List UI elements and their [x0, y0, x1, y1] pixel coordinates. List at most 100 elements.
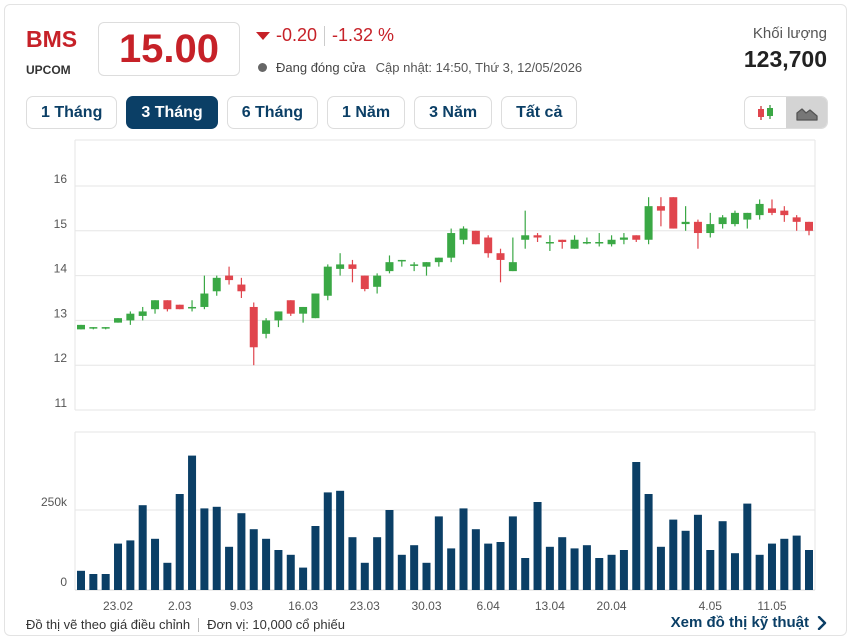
volume-bar — [274, 550, 283, 590]
candle-body — [299, 306, 308, 314]
candle-body — [348, 264, 357, 269]
updated-time: Cập nhật: 14:50, Thứ 3, 12/05/2026 — [375, 60, 583, 75]
down-triangle-icon — [256, 31, 270, 40]
candle-body — [286, 300, 295, 314]
volume-bar — [311, 526, 320, 590]
status-dot-icon — [258, 63, 267, 72]
candle-body — [225, 275, 234, 281]
volume-bar — [693, 514, 702, 590]
change-value: -0.20 — [276, 25, 318, 45]
candle-body — [459, 228, 468, 240]
volume-tick-label: 250k — [41, 495, 68, 509]
volume-bar — [805, 550, 813, 590]
divider — [198, 617, 200, 632]
tab-3-months[interactable]: 3 Tháng — [126, 96, 218, 129]
divider — [324, 25, 326, 46]
candle-body — [607, 239, 616, 245]
date-tick-label: 20.04 — [597, 599, 627, 613]
date-tick-label: 23.03 — [350, 599, 380, 613]
volume-bar — [545, 546, 554, 590]
technical-chart-link[interactable]: Xem đồ thị kỹ thuật — [671, 614, 827, 631]
volume-unit-note: Đơn vị: 10,000 cổ phiếu — [207, 617, 345, 632]
tab-all[interactable]: Tất cả — [501, 96, 578, 129]
price-tick-label: 13 — [54, 306, 68, 320]
price-tick-label: 15 — [54, 217, 68, 231]
volume-bar — [360, 562, 369, 590]
volume-bar — [163, 562, 172, 590]
candlestick-icon — [757, 104, 773, 120]
tab-3-years[interactable]: 3 Năm — [414, 96, 493, 129]
volume-bar — [730, 553, 739, 590]
volume-bar — [373, 537, 382, 590]
candle-body — [508, 262, 517, 272]
candle-body — [101, 327, 110, 329]
volume-bar — [101, 574, 110, 590]
widget-frame — [4, 4, 847, 636]
volume-value: 123,700 — [743, 46, 827, 72]
volume-bar — [570, 548, 579, 590]
candle-body — [533, 235, 542, 238]
volume-bar — [348, 537, 357, 590]
market-status: Đang đóng cửa Cập nhật: 14:50, Thứ 3, 12… — [258, 60, 582, 75]
candle-body — [706, 224, 715, 234]
volume-bar — [410, 545, 419, 590]
candle-body — [681, 221, 690, 225]
candle-body — [422, 262, 431, 267]
date-tick-label: 30.03 — [411, 599, 441, 613]
volume-bar — [656, 546, 665, 590]
candle-body — [718, 217, 727, 225]
candle-body — [114, 318, 123, 323]
candle-body — [323, 266, 332, 296]
candle-body — [360, 275, 369, 290]
date-tick-label: 4.05 — [699, 599, 723, 613]
price-change: -0.20 -1.32 % — [256, 25, 394, 46]
date-tick-label: 13.04 — [535, 599, 565, 613]
candle-body — [336, 264, 345, 269]
area-chart-button[interactable] — [786, 97, 827, 128]
adjusted-price-note: Đồ thị vẽ theo giá điều chỉnh — [26, 617, 191, 632]
volume-bar — [434, 516, 443, 590]
volume-bar — [632, 462, 641, 590]
volume-bar — [447, 548, 456, 590]
candle-body — [496, 253, 505, 260]
date-tick-label: 6.04 — [477, 599, 501, 613]
candle-body — [805, 221, 813, 231]
volume-bar — [644, 494, 653, 590]
price-tick-label: 11 — [55, 396, 68, 410]
candle-body — [434, 257, 443, 263]
tab-1-year[interactable]: 1 Năm — [327, 96, 406, 129]
volume-bar — [471, 529, 480, 590]
candle-body — [755, 203, 764, 216]
volume-bar — [669, 519, 678, 590]
volume-bar — [533, 502, 542, 590]
candle-body — [644, 206, 653, 240]
candle-body — [385, 262, 394, 272]
candle-body — [545, 242, 554, 244]
volume-bar — [138, 505, 147, 590]
volume-bar — [743, 503, 752, 590]
candle-body — [484, 237, 493, 254]
candle-body — [89, 327, 98, 329]
candle-body — [743, 212, 752, 220]
candle-body — [570, 239, 579, 249]
candle-body — [200, 293, 209, 307]
candle-body — [767, 208, 776, 213]
volume-tick-label: 0 — [60, 575, 67, 589]
candlestick-button[interactable] — [745, 97, 786, 128]
tab-6-months[interactable]: 6 Tháng — [226, 96, 319, 129]
candle-body — [558, 239, 567, 242]
candle-body — [669, 197, 678, 229]
tab-1-month[interactable]: 1 Tháng — [26, 96, 118, 129]
volume-bar — [508, 516, 517, 590]
candle-body — [730, 212, 739, 225]
chart-footer: Đồ thị vẽ theo giá điều chỉnh Đơn vị: 10… — [26, 617, 345, 632]
date-tick-label: 16.03 — [288, 599, 318, 613]
candle-body — [175, 304, 184, 310]
volume-bar — [706, 550, 715, 590]
status-text: Đang đóng cửa — [276, 60, 366, 75]
candle-body — [237, 284, 246, 292]
chart-type-toggle — [744, 96, 828, 129]
technical-chart-link-label: Xem đồ thị kỹ thuật — [670, 614, 809, 631]
volume-bar — [336, 490, 345, 590]
candle-body — [471, 230, 480, 245]
